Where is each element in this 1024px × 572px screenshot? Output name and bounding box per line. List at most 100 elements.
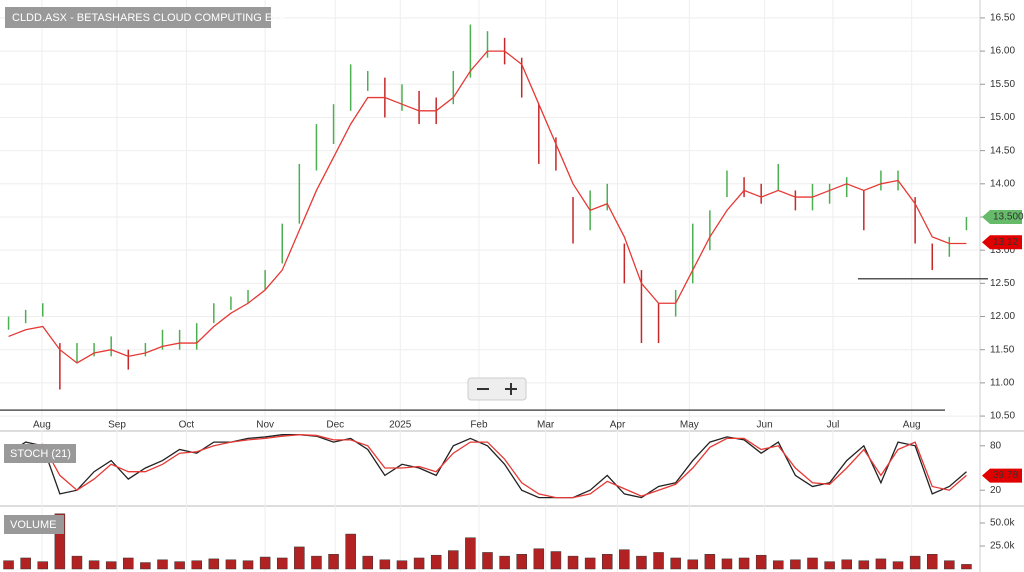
y-tick-label: 16.50 [990,13,1015,24]
volume-bar [259,556,271,570]
zoom-box [467,377,527,401]
x-tick-label: Feb [470,420,488,431]
y-tick-label: 14.50 [990,145,1015,156]
volume-bar [208,558,220,570]
volume-bar [105,561,117,570]
volume-bar [242,560,254,570]
volume-bar [619,549,630,570]
volume-bar [448,550,459,570]
volume-bar [516,554,527,570]
volume-bar [909,555,921,570]
y-tick-label: 16.00 [990,46,1015,57]
volume-bar [345,533,356,570]
volume-bar [944,560,955,570]
x-tick-label: Jun [757,420,773,431]
price-tag-label: 13.500 [993,212,1024,223]
volume-bar [670,557,681,570]
volume-bar [328,554,339,570]
volume-bar [191,560,202,570]
volume-bar [875,558,887,570]
volume-bar [807,557,818,570]
volume-bar [533,548,545,570]
moving-average [8,50,967,364]
x-tick-label: May [680,420,699,431]
volume-bar [858,560,870,570]
volume-bar [721,558,733,570]
title-box [5,7,271,28]
volume-bar [584,557,596,570]
volume-bar [841,559,852,570]
volume-bar [20,557,31,570]
volume-bar [362,555,374,570]
volume-bar [276,557,288,570]
volume-title-box [4,515,64,534]
volume-bar [123,557,134,570]
x-tick-label: Jul [827,420,840,431]
volume-bar [294,546,305,570]
y-tick-label: 14.00 [990,178,1015,189]
volume-bar [704,554,716,570]
x-tick-label: Aug [33,420,51,431]
volume-bar [174,561,185,570]
y-tick-label: 13.00 [990,245,1015,256]
x-tick-label: 2025 [389,420,412,431]
volume-bar [773,560,784,570]
volume-bar [687,559,699,570]
volume-bar [88,560,100,570]
volume-bar [413,557,425,570]
volume-bar [71,555,83,570]
volume-bar [755,554,767,570]
volume-bar [790,559,801,570]
y-tick-label: 12.50 [990,278,1015,289]
volume-bar [653,552,664,570]
x-tick-label: Aug [903,420,921,431]
price-tag [982,209,1022,224]
y-tick-label: 25.0k [990,541,1015,552]
y-tick-label: 11.50 [990,344,1015,355]
volume-bar [636,555,647,570]
volume-bar [379,559,391,570]
chart-title: CLDD.ASX - BETASHARES CLOUD COMPUTING ET… [12,12,286,24]
overlay: CLDD.ASX - BETASHARES CLOUD COMPUTING ET… [4,7,527,534]
price-tag-label: 39.78 [993,470,1018,481]
volume-bar [961,564,972,570]
y-tick-label: 80 [990,440,1002,451]
volume-bar [567,555,579,570]
price-tag [982,468,1022,483]
y-tick-label: 12.00 [990,311,1015,322]
volume-bar [37,561,49,570]
volume-bar [499,555,510,570]
volume-bar [157,559,168,570]
volume-bar [140,562,151,570]
stoch-title: STOCH (21) [10,448,71,460]
stoch-line [8,434,967,499]
volume-bar [311,555,322,570]
volume-bar [465,537,476,570]
volume-bar [738,557,750,570]
volume-bar [54,513,66,570]
volume-bar [225,559,237,570]
stoch-title-box [4,444,76,463]
y-tick-label: 20 [990,485,1002,496]
volume-bar [926,554,938,570]
y-tick-label: 15.00 [990,112,1015,123]
volume-bar [550,551,562,570]
x-tick-label: Nov [256,420,274,431]
x-tick-label: Dec [326,420,344,431]
y-tick-label: 10.50 [990,411,1015,422]
volume-bar [601,554,613,570]
volume-title: VOLUME [10,519,56,531]
x-tick-label: Sep [108,420,126,431]
marks: 13.500 13.12 39.78 [0,24,1024,570]
y-tick-label: 50.0k [990,518,1015,529]
volume-bar [430,554,442,570]
x-tick-label: Oct [179,420,195,431]
zoom-controls[interactable] [467,377,527,401]
y-tick-label: 15.50 [990,79,1015,90]
price-tag-label: 13.12 [993,237,1018,248]
volume-bar [892,561,904,570]
x-tick-label: Apr [610,420,626,431]
volume-bar [3,560,14,570]
